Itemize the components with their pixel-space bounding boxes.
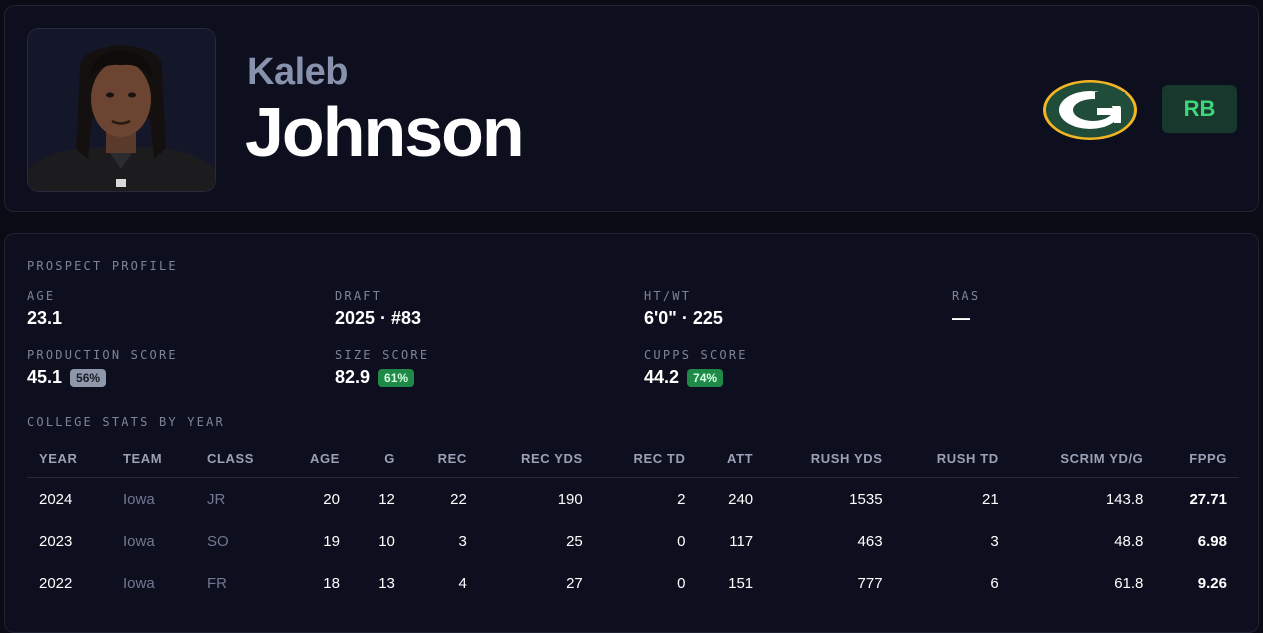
cell-fppg: 9.26 [1197, 574, 1227, 592]
ras-label: RAS [952, 289, 981, 303]
cell-rec: 22 [450, 490, 467, 508]
col-rec[interactable]: REC [406, 439, 479, 478]
col-rush-yds[interactable]: RUSH YDS [765, 439, 895, 478]
cupps-score-number: 44.2 [644, 367, 680, 387]
col-att[interactable]: ATT [697, 439, 766, 478]
cell-att: 151 [728, 574, 754, 592]
college-stats-table: YEAR TEAM CLASS AGE G REC REC YDS REC TD… [27, 439, 1239, 604]
cell-scrim-yd-g: 143.8 [1105, 490, 1144, 508]
table-row: 2024 Iowa JR 20 12 22 190 2 240 1535 21 … [27, 478, 1239, 521]
col-rush-td[interactable]: RUSH TD [894, 439, 1011, 478]
draft-value-text: 2025 · #83 [335, 308, 422, 328]
col-scrim-yd-g[interactable]: SCRIM YD/G [1010, 439, 1156, 478]
col-team[interactable]: TEAM [111, 439, 195, 478]
ras-value-text: — [952, 308, 970, 328]
cell-games: 13 [378, 574, 395, 592]
cell-class: SO [207, 532, 229, 550]
cell-team: Iowa [123, 490, 155, 508]
col-fppg[interactable]: FPPG [1155, 439, 1239, 478]
production-score-label: PRODUCTION SCORE [27, 348, 178, 362]
cell-rush-yds: 1535 [849, 490, 883, 508]
cell-rec: 4 [458, 574, 467, 592]
size-score-value: 82.9 61% [335, 367, 415, 388]
cell-year: 2024 [39, 490, 73, 508]
draft-label: DRAFT [335, 289, 383, 303]
table-row: 2023 Iowa SO 19 10 3 25 0 117 463 3 48.8… [27, 520, 1239, 562]
cell-year: 2022 [39, 574, 73, 592]
ht-wt-label: HT/WT [644, 289, 692, 303]
cell-year: 2023 [39, 532, 73, 550]
cupps-percentile-badge: 74% [687, 368, 724, 387]
col-class[interactable]: CLASS [195, 439, 279, 478]
size-score-label: SIZE SCORE [335, 348, 430, 362]
col-age[interactable]: AGE [279, 439, 352, 478]
ras-value: — [952, 308, 970, 329]
packers-g-logo-icon [1041, 78, 1139, 147]
position-badge: RB [1162, 85, 1237, 133]
ht-wt-value-text: 6'0" · 225 [644, 308, 723, 328]
col-games[interactable]: G [351, 439, 407, 478]
cupps-score-value: 44.2 74% [644, 367, 724, 388]
player-header-card: Kaleb Johnson RB [4, 5, 1259, 212]
prospect-profile-card: PROSPECT PROFILE AGE 23.1 DRAFT 2025 · #… [4, 233, 1259, 633]
cell-rush-td: 21 [982, 490, 999, 508]
ht-wt-value: 6'0" · 225 [644, 308, 723, 329]
player-last-name: Johnson [245, 93, 525, 171]
cell-class: FR [207, 574, 227, 592]
cell-games: 12 [378, 490, 395, 508]
cell-rush-td: 6 [990, 574, 999, 592]
player-first-name: Kaleb [247, 51, 348, 93]
cell-att: 240 [728, 490, 754, 508]
age-value-text: 23.1 [27, 308, 63, 328]
age-label: AGE [27, 289, 56, 303]
cell-team: Iowa [123, 532, 155, 550]
production-percentile-badge: 56% [70, 368, 107, 387]
cell-rec-yds: 25 [566, 532, 583, 550]
cell-age: 18 [323, 574, 340, 592]
production-score-number: 45.1 [27, 367, 63, 387]
cell-games: 10 [378, 532, 395, 550]
college-stats-title: COLLEGE STATS BY YEAR [27, 415, 225, 429]
cell-team: Iowa [123, 574, 155, 592]
cell-class: JR [207, 490, 226, 508]
col-rec-td[interactable]: REC TD [594, 439, 698, 478]
cell-rec-td: 0 [677, 574, 686, 592]
cupps-score-label: CUPPS SCORE [644, 348, 748, 362]
cell-scrim-yd-g: 61.8 [1114, 574, 1144, 592]
cell-att: 117 [729, 532, 754, 550]
cell-fppg: 6.98 [1197, 532, 1227, 550]
size-score-number: 82.9 [335, 367, 371, 387]
age-value: 23.1 [27, 308, 62, 329]
cell-rec-td: 2 [677, 490, 686, 508]
college-stats-header-row: YEAR TEAM CLASS AGE G REC REC YDS REC TD… [27, 439, 1239, 478]
cell-rec-yds: 190 [557, 490, 583, 508]
cell-rec-td: 0 [677, 532, 686, 550]
cell-rush-td: 3 [990, 532, 999, 550]
production-score-value: 45.1 56% [27, 367, 107, 388]
table-row: 2022 Iowa FR 18 13 4 27 0 151 777 6 61.8… [27, 562, 1239, 604]
size-percentile-badge: 61% [378, 368, 415, 387]
cell-rec-yds: 27 [566, 574, 583, 592]
prospect-profile-title: PROSPECT PROFILE [27, 259, 178, 273]
player-photo [27, 28, 216, 192]
col-rec-yds[interactable]: REC YDS [478, 439, 595, 478]
cell-rush-yds: 777 [857, 574, 883, 592]
player-headshot-icon [28, 29, 215, 191]
col-year[interactable]: YEAR [27, 439, 111, 478]
cell-rush-yds: 463 [857, 532, 883, 550]
draft-value: 2025 · #83 [335, 308, 421, 329]
cell-fppg: 27.71 [1189, 490, 1227, 508]
cell-age: 20 [323, 490, 340, 508]
cell-rec: 3 [458, 532, 467, 550]
cell-age: 19 [323, 532, 340, 550]
cell-scrim-yd-g: 48.8 [1114, 532, 1144, 550]
